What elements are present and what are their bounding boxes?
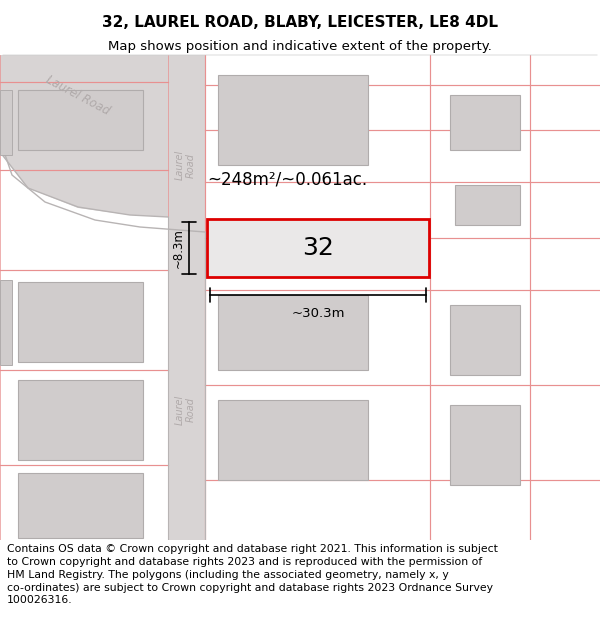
Text: ~248m²/~0.061ac.: ~248m²/~0.061ac. <box>207 171 367 189</box>
Bar <box>168 55 205 540</box>
Text: ~8.3m: ~8.3m <box>172 228 185 268</box>
Text: Contains OS data © Crown copyright and database right 2021. This information is : Contains OS data © Crown copyright and d… <box>7 544 498 606</box>
Bar <box>450 405 520 485</box>
Bar <box>450 305 520 375</box>
Bar <box>450 95 520 150</box>
Text: Map shows position and indicative extent of the property.: Map shows position and indicative extent… <box>108 39 492 52</box>
Bar <box>455 185 520 225</box>
Bar <box>18 90 143 150</box>
Bar <box>218 295 368 370</box>
Text: Laurel
Road: Laurel Road <box>175 150 196 180</box>
Bar <box>18 282 143 362</box>
Bar <box>207 219 429 277</box>
Text: Laurel Road: Laurel Road <box>44 72 112 118</box>
Text: 32, LAUREL ROAD, BLABY, LEICESTER, LE8 4DL: 32, LAUREL ROAD, BLABY, LEICESTER, LE8 4… <box>102 16 498 31</box>
Bar <box>0 90 12 155</box>
Bar <box>18 473 143 538</box>
Text: 32: 32 <box>302 236 334 260</box>
Bar <box>0 280 12 365</box>
Polygon shape <box>0 55 205 217</box>
Bar <box>218 400 368 480</box>
Text: Laurel
Road: Laurel Road <box>175 395 196 425</box>
Text: ~30.3m: ~30.3m <box>291 307 345 320</box>
Bar <box>18 380 143 460</box>
Bar <box>218 75 368 165</box>
